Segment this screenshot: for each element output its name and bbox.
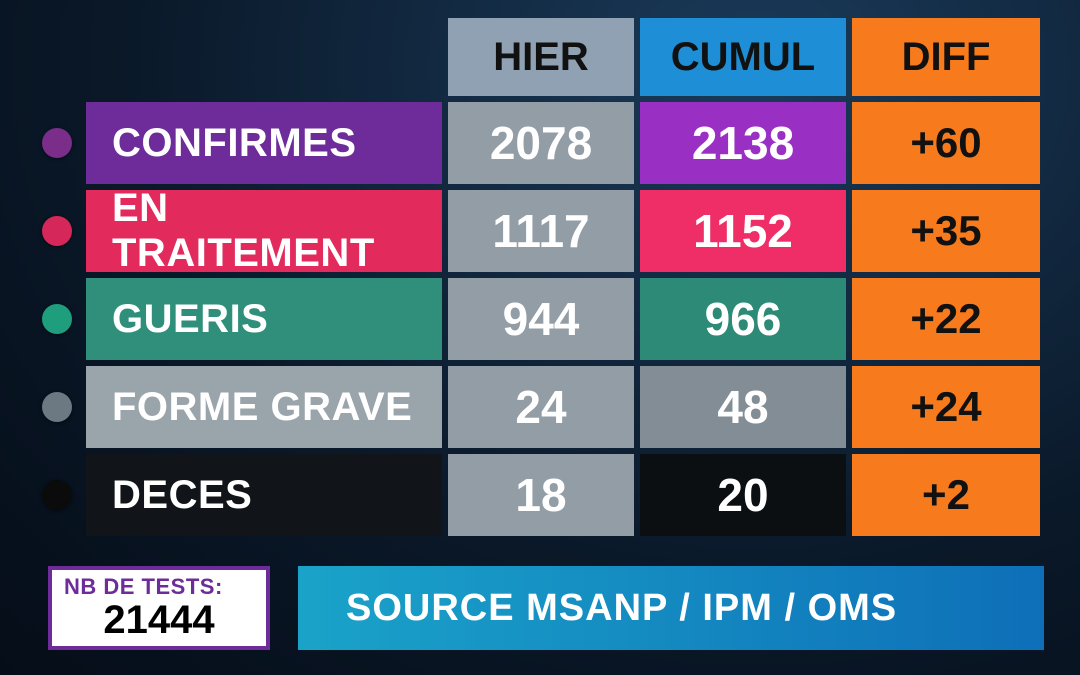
row-label: GUERIS (86, 278, 442, 360)
cell-cumul: 966 (640, 278, 846, 360)
cell-cumul: 1152 (640, 190, 846, 272)
cell-hier: 2078 (448, 102, 634, 184)
footer: NB DE TESTS: 21444 SOURCE MSANP / IPM / … (0, 566, 1080, 650)
row-label: CONFIRMES (86, 102, 442, 184)
cell-hier: 944 (448, 278, 634, 360)
header-row: HIER CUMUL DIFF (34, 18, 1046, 96)
cell-hier: 18 (448, 454, 634, 536)
row-label: EN TRAITEMENT (86, 190, 442, 272)
source-box: SOURCE MSANP / IPM / OMS (298, 566, 1044, 650)
header-hier: HIER (448, 18, 634, 96)
table-row: CONFIRMES20782138+60 (34, 102, 1046, 184)
cell-diff: +35 (852, 190, 1040, 272)
cell-diff: +24 (852, 366, 1040, 448)
cell-diff: +2 (852, 454, 1040, 536)
bullet-col (34, 190, 80, 272)
cell-cumul: 20 (640, 454, 846, 536)
cell-cumul: 2138 (640, 102, 846, 184)
bullet-icon (42, 216, 72, 246)
bullet-icon (42, 480, 72, 510)
header-diff: DIFF (852, 18, 1040, 96)
cell-hier: 24 (448, 366, 634, 448)
bullet-icon (42, 128, 72, 158)
header-spacer (34, 18, 442, 96)
cell-cumul: 48 (640, 366, 846, 448)
cell-hier: 1117 (448, 190, 634, 272)
table-row: FORME GRAVE2448+24 (34, 366, 1046, 448)
table-row: GUERIS944966+22 (34, 278, 1046, 360)
tests-label: NB DE TESTS: (64, 574, 254, 600)
table-row: EN TRAITEMENT11171152+35 (34, 190, 1046, 272)
bullet-col (34, 102, 80, 184)
cell-diff: +22 (852, 278, 1040, 360)
header-cumul: CUMUL (640, 18, 846, 96)
tests-box: NB DE TESTS: 21444 (48, 566, 270, 650)
bullet-col (34, 366, 80, 448)
cell-diff: +60 (852, 102, 1040, 184)
table-row: DECES1820+2 (34, 454, 1046, 536)
row-label: DECES (86, 454, 442, 536)
bullet-col (34, 278, 80, 360)
stats-table: HIER CUMUL DIFF CONFIRMES20782138+60EN T… (34, 18, 1046, 536)
bullet-icon (42, 392, 72, 422)
bullet-col (34, 454, 80, 536)
tests-value: 21444 (64, 600, 254, 640)
bullet-icon (42, 304, 72, 334)
row-label: FORME GRAVE (86, 366, 442, 448)
